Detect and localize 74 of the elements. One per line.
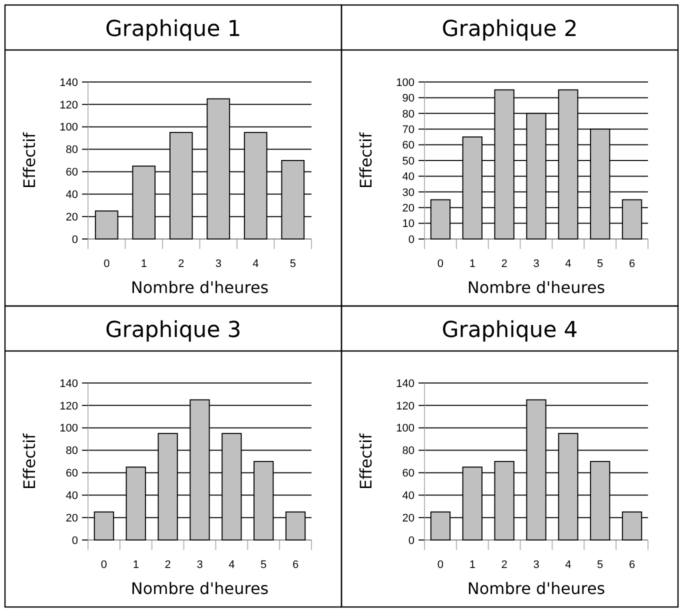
x-tick-label: 3 xyxy=(533,559,540,571)
x-tick-label: 2 xyxy=(178,258,184,270)
y-tick-label: 60 xyxy=(402,468,414,480)
x-tick-label: 6 xyxy=(628,559,636,571)
x-tick-label: 6 xyxy=(292,559,299,571)
y-tick-label: 80 xyxy=(402,445,414,458)
y-tick-label: 120 xyxy=(396,400,414,412)
x-axis-title: Nombre d'heures xyxy=(130,579,269,598)
y-axis-title: Effectif xyxy=(356,433,376,490)
y-tick-label: 10 xyxy=(402,218,414,230)
x-tick-label: 1 xyxy=(469,559,476,571)
y-axis-title: Effectif xyxy=(20,433,39,490)
x-tick-label: 6 xyxy=(628,258,636,270)
y-tick-label: 0 xyxy=(72,234,78,246)
x-tick-label: 3 xyxy=(533,258,540,270)
y-tick-label: 60 xyxy=(402,140,414,152)
y-tick-label: 90 xyxy=(402,92,414,105)
y-tick-label: 140 xyxy=(60,378,78,390)
x-tick-label: 3 xyxy=(196,559,203,571)
y-tick-label: 0 xyxy=(408,234,414,246)
x-tick-label: 4 xyxy=(228,559,235,571)
x-axis-title: Nombre d'heures xyxy=(467,278,606,297)
x-tick-label: 0 xyxy=(100,559,108,571)
y-axis-title: Effectif xyxy=(20,132,39,189)
x-axis-title: Nombre d'heures xyxy=(467,579,606,598)
chart-title: Graphique 4 xyxy=(442,318,578,343)
y-tick-label: 80 xyxy=(66,144,78,156)
y-tick-label: 20 xyxy=(66,211,78,224)
y-tick-label: 30 xyxy=(402,186,414,199)
x-tick-label: 2 xyxy=(501,258,508,270)
y-tick-label: 60 xyxy=(66,468,78,480)
x-tick-label: 5 xyxy=(290,258,296,270)
y-tick-label: 0 xyxy=(408,534,414,547)
chart-title: Graphique 1 xyxy=(105,17,242,42)
y-axis-title: Effectif xyxy=(356,132,376,189)
x-tick-label: 4 xyxy=(565,559,572,571)
x-tick-label: 2 xyxy=(164,559,171,571)
y-tick-label: 100 xyxy=(396,76,414,89)
y-tick-label: 120 xyxy=(60,400,78,412)
y-tick-label: 120 xyxy=(60,99,78,112)
chart-title: Graphique 2 xyxy=(442,17,578,42)
y-tick-label: 80 xyxy=(66,445,78,458)
chart-title: Graphique 3 xyxy=(105,318,242,343)
x-tick-label: 5 xyxy=(260,559,267,571)
y-tick-label: 100 xyxy=(60,122,78,134)
y-tick-label: 100 xyxy=(396,422,414,435)
y-tick-label: 40 xyxy=(402,490,414,502)
x-tick-label: 2 xyxy=(501,559,508,571)
y-tick-label: 20 xyxy=(402,202,414,214)
x-tick-label: 1 xyxy=(469,258,476,270)
y-tick-label: 100 xyxy=(60,422,78,435)
y-tick-label: 20 xyxy=(402,512,414,524)
x-axis-title: Nombre d'heures xyxy=(130,278,269,297)
y-tick-label: 140 xyxy=(60,76,78,89)
x-tick-label: 0 xyxy=(104,258,110,270)
x-tick-label: 5 xyxy=(597,559,604,571)
x-tick-label: 1 xyxy=(140,258,147,270)
y-tick-label: 0 xyxy=(72,534,78,547)
x-tick-label: 0 xyxy=(437,559,444,571)
y-tick-label: 60 xyxy=(66,166,78,179)
y-tick-label: 70 xyxy=(402,124,414,136)
x-tick-label: 4 xyxy=(252,258,259,270)
y-tick-label: 140 xyxy=(396,378,414,390)
y-tick-label: 40 xyxy=(66,188,78,201)
x-tick-label: 4 xyxy=(565,258,572,270)
x-tick-label: 3 xyxy=(215,258,222,270)
x-tick-label: 5 xyxy=(597,258,604,270)
y-tick-label: 50 xyxy=(402,155,414,168)
x-tick-label: 1 xyxy=(132,559,139,571)
y-tick-label: 40 xyxy=(402,171,414,184)
y-tick-label: 80 xyxy=(402,108,414,120)
y-tick-label: 40 xyxy=(66,490,78,502)
x-tick-label: 0 xyxy=(437,258,444,270)
y-tick-label: 20 xyxy=(66,512,78,524)
